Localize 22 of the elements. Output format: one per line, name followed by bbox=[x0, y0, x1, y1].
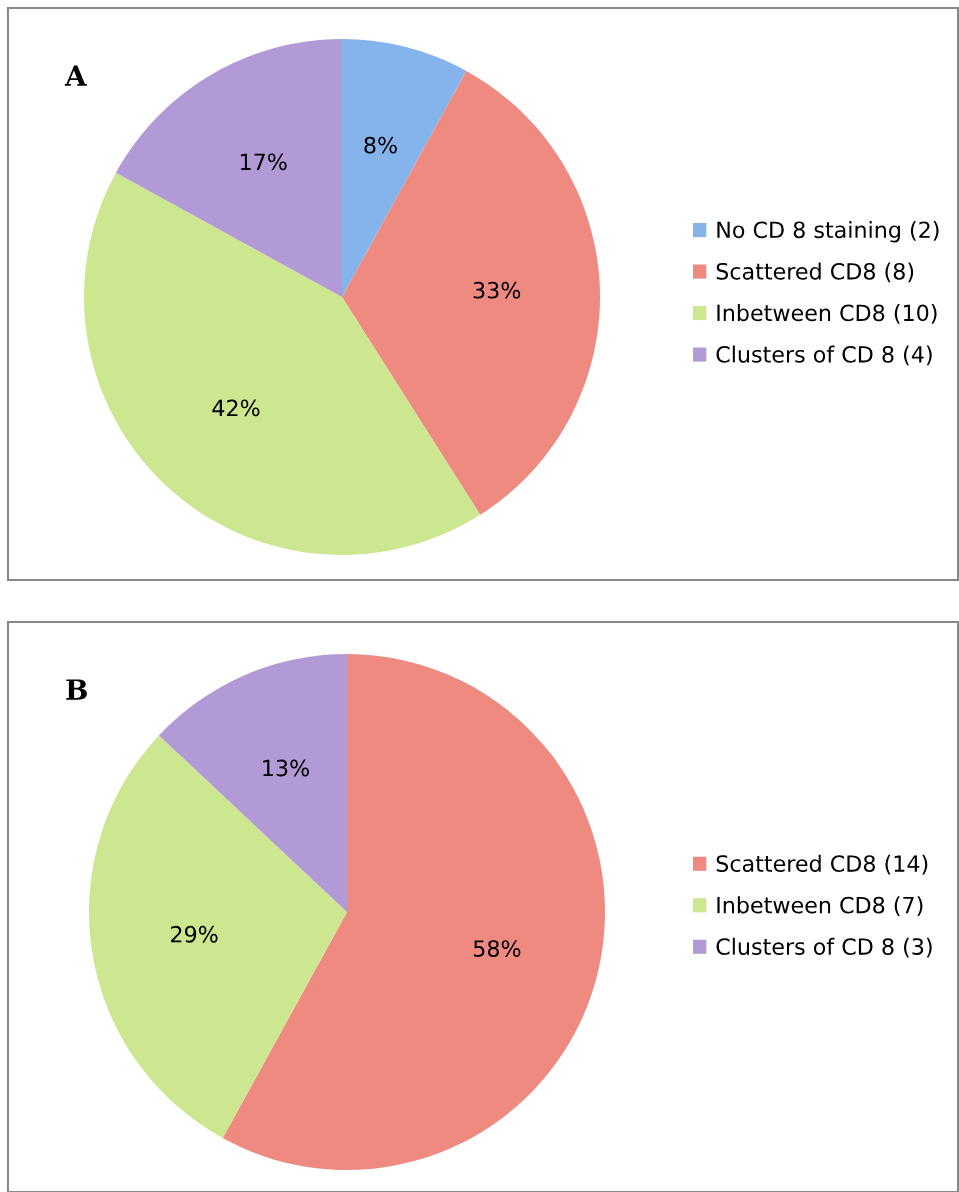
data-label: 33% bbox=[473, 281, 521, 299]
pie-slice bbox=[89, 735, 347, 1139]
pie-slice bbox=[222, 654, 605, 1170]
pie-slice bbox=[158, 654, 347, 912]
pie-slice bbox=[342, 39, 467, 297]
data-label: 17% bbox=[240, 153, 287, 171]
data-label: 58% bbox=[473, 940, 521, 957]
legend-label: Inbetween CD8 (10) bbox=[717, 304, 937, 324]
legend-label: Scattered CD8 (8) bbox=[716, 262, 914, 283]
legend-label: Clusters of CD 8 (3) bbox=[716, 937, 932, 958]
pie-slice bbox=[342, 70, 600, 515]
data-label: 29% bbox=[171, 925, 218, 943]
data-label: 42% bbox=[212, 399, 260, 417]
data-label: 8% bbox=[364, 136, 397, 154]
legend-label: Clusters of CD 8 (4) bbox=[716, 345, 932, 366]
data-label: 13% bbox=[263, 759, 309, 777]
text: B bbox=[66, 679, 87, 700]
text: A bbox=[64, 65, 87, 86]
legend-label: Inbetween CD8 (7) bbox=[717, 896, 923, 917]
legend-label: No CD 8 staining (2) bbox=[717, 220, 939, 243]
pie-slice bbox=[115, 39, 342, 297]
legend-label: Scattered CD8 (14) bbox=[716, 854, 928, 875]
